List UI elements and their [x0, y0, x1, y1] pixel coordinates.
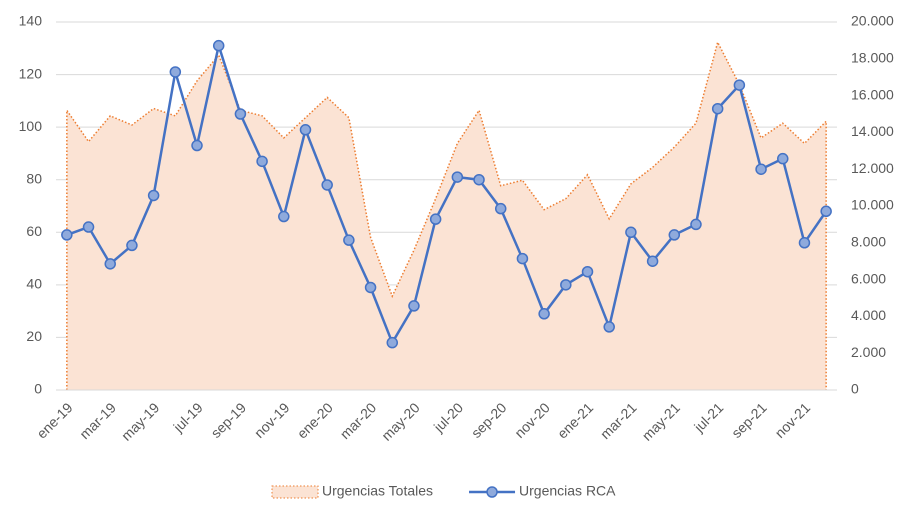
legend-label: Urgencias RCA [519, 483, 616, 499]
marker [560, 279, 572, 291]
marker [256, 155, 268, 168]
x-tick-label: jul-20 [430, 399, 466, 435]
marker [212, 39, 225, 52]
y-tick-label: 40 [26, 276, 42, 292]
y-tick-label: 100 [19, 118, 43, 134]
x-tick-label: sep-21 [728, 399, 770, 441]
marker [777, 152, 789, 165]
y2-tick-label: 6.000 [851, 270, 886, 286]
area [66, 42, 827, 391]
legend-marker [486, 486, 498, 498]
marker [668, 229, 681, 241]
marker [386, 336, 399, 349]
area-outline [66, 40, 827, 390]
y2-tick-label: 20.000 [851, 13, 894, 29]
marker [82, 221, 95, 233]
marker [603, 321, 615, 333]
marker [798, 237, 811, 249]
marker [581, 265, 594, 278]
marker [538, 308, 550, 320]
marker [299, 124, 312, 136]
marker [126, 239, 138, 252]
x-tick-label: may-20 [378, 399, 422, 443]
y2-tick-label: 10.000 [851, 197, 894, 213]
marker [711, 102, 724, 115]
y2-tick-label: 0 [851, 381, 859, 397]
marker [625, 226, 637, 239]
marker [321, 179, 333, 191]
marker [733, 79, 746, 91]
marker [408, 300, 420, 312]
x-tick-label: sep-20 [468, 399, 510, 441]
marker [278, 210, 290, 223]
x-tick-label: jul-19 [170, 399, 206, 435]
y2-tick-label: 8.000 [851, 234, 886, 250]
y2-tick-label: 18.000 [851, 50, 894, 66]
x-tick-label: ene-21 [554, 399, 596, 441]
x-tick-label: ene-20 [294, 399, 336, 441]
marker [429, 213, 442, 225]
marker [169, 66, 182, 78]
marker [646, 255, 659, 267]
x-tick-label: mar-20 [337, 399, 380, 442]
marker [516, 252, 529, 265]
marker [234, 108, 247, 120]
marker [755, 163, 767, 175]
marker [343, 234, 355, 246]
x-tick-label: nov-21 [772, 399, 814, 441]
y2-tick-label: 12.000 [851, 160, 894, 176]
x-tick-label: jul-21 [690, 399, 726, 435]
marker [104, 258, 116, 270]
legend-swatch [271, 485, 319, 499]
marker [191, 139, 203, 152]
y2-tick-label: 14.000 [851, 123, 894, 139]
x-tick-label: nov-20 [511, 399, 553, 441]
y-tick-label: 0 [34, 381, 42, 397]
marker [494, 202, 507, 215]
line [66, 40, 828, 346]
marker [473, 173, 485, 186]
x-tick-label: sep-19 [208, 399, 250, 441]
y-tick-label: 60 [26, 223, 42, 239]
marker [147, 189, 160, 202]
x-tick-label: nov-19 [251, 399, 293, 441]
y2-tick-label: 16.000 [851, 86, 894, 102]
y-tick-label: 140 [19, 13, 43, 29]
marker [690, 218, 702, 231]
marker [364, 281, 377, 294]
marker [820, 205, 832, 218]
x-tick-label: may-19 [118, 399, 162, 443]
y-tick-label: 80 [26, 170, 42, 186]
x-tick-label: mar-21 [597, 399, 640, 442]
y2-tick-label: 4.000 [851, 307, 886, 323]
marker [61, 229, 73, 241]
legend-label: Urgencias Totales [322, 483, 433, 499]
y-tick-label: 20 [26, 328, 42, 344]
x-tick-label: mar-19 [76, 399, 119, 442]
y-tick-label: 120 [19, 65, 43, 81]
x-tick-label: may-21 [639, 399, 683, 443]
x-tick-label: ene-19 [33, 399, 75, 441]
y2-tick-label: 2.000 [851, 344, 886, 360]
marker [451, 171, 464, 183]
